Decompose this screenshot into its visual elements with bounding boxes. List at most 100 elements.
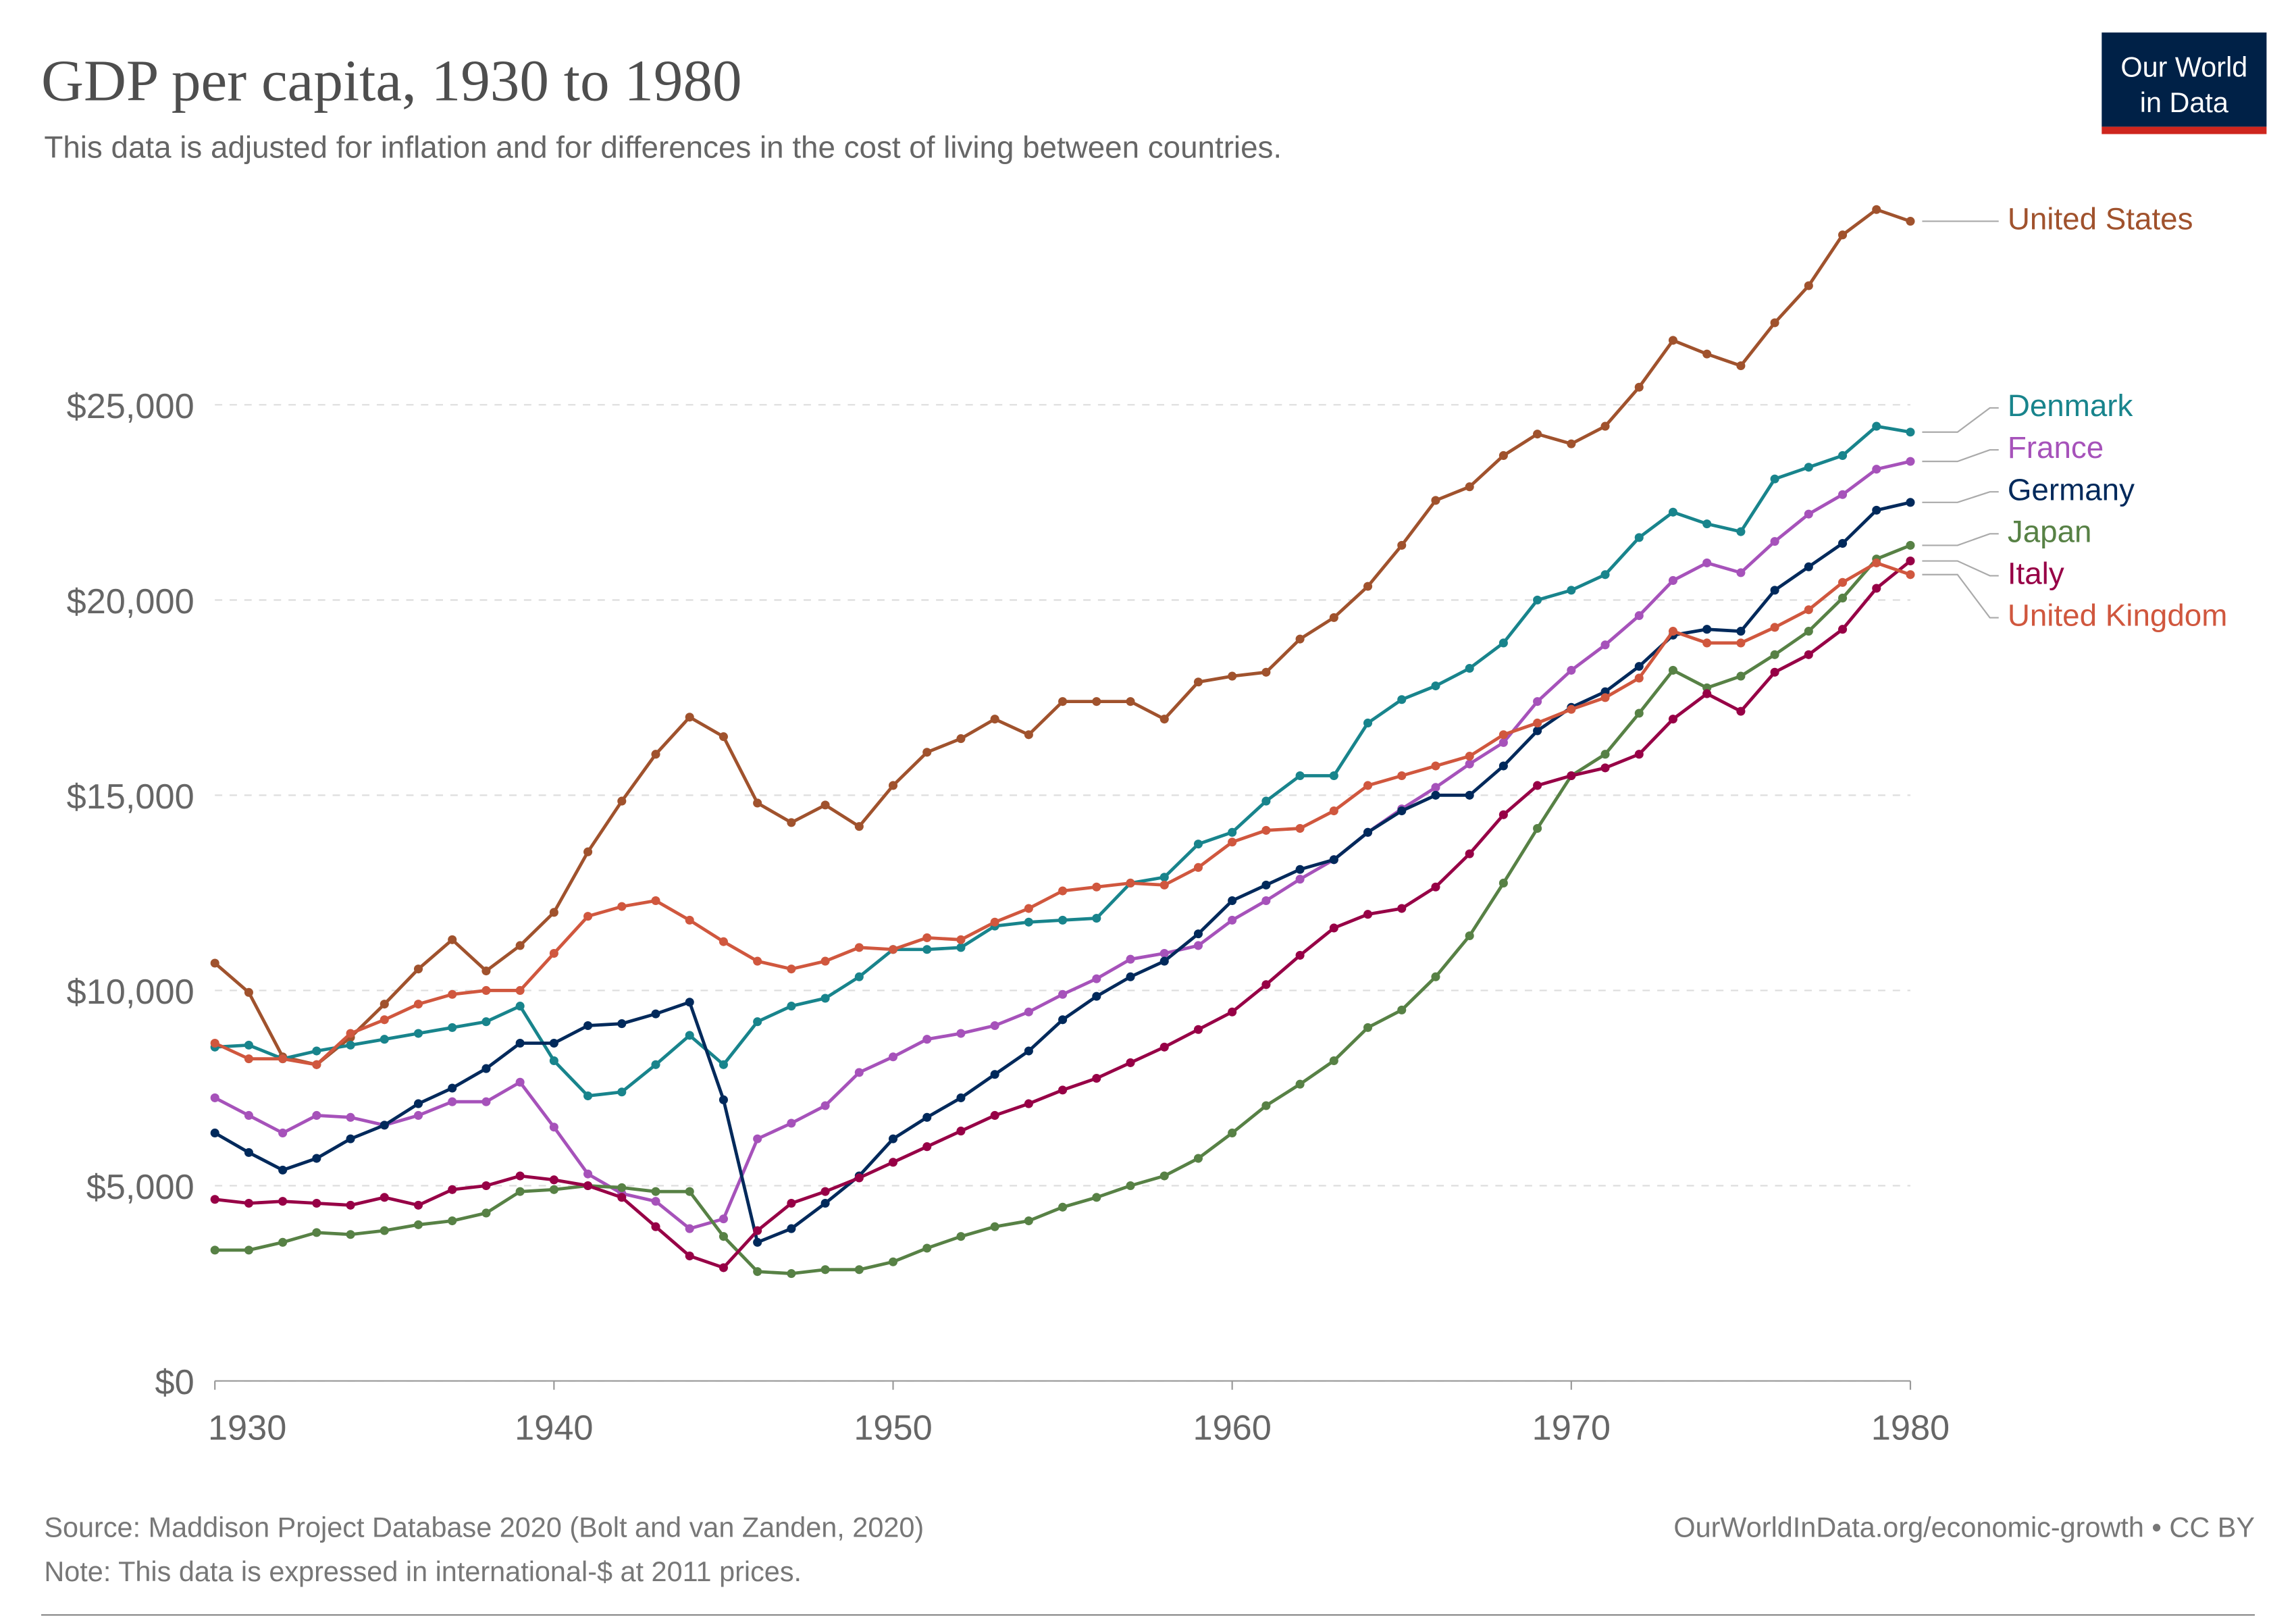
data-point [1159,1171,1169,1181]
data-point [1092,1193,1101,1202]
data-point [1600,421,1610,431]
data-point [719,1060,728,1069]
data-point [1058,886,1068,896]
data-point [346,1230,355,1239]
y-tick-label: $15,000 [67,777,194,817]
data-point [380,1015,389,1025]
data-point [1159,1042,1169,1052]
data-point [481,985,491,995]
data-point [1295,875,1305,884]
data-point [448,1083,457,1093]
series-line [214,500,1911,1245]
data-point [1465,849,1474,858]
data-point [278,1054,288,1064]
data-point [1838,625,1848,634]
data-point [346,1040,355,1050]
data-point [685,1031,694,1040]
data-point [583,1181,593,1191]
data-point [685,1224,694,1233]
data-point [651,750,660,759]
x-tick-label: 1940 [515,1409,593,1448]
data-point [1397,806,1407,816]
data-point [1498,810,1508,819]
data-point [1092,697,1101,706]
data-point [1295,771,1305,781]
data-point [854,943,864,952]
data-point [1465,790,1474,800]
data-point [753,1017,762,1027]
data-point [1533,718,1542,727]
data-point [1363,718,1373,727]
y-tick-label: $20,000 [67,582,194,621]
data-point [1261,667,1271,677]
data-point [1533,781,1542,790]
data-point [278,1128,288,1137]
data-point [481,1097,491,1106]
note: Note: This data is expressed in internat… [44,1556,802,1587]
data-point [1431,882,1440,892]
data-point [854,822,864,831]
data-point [1804,650,1813,659]
data-point [210,1195,219,1204]
data-point [1838,538,1848,548]
data-point [1092,992,1101,1001]
data-point [651,1197,660,1206]
data-point [413,1000,423,1009]
data-point [1736,706,1746,716]
data-point [888,1257,898,1266]
data-point [1634,662,1644,671]
series [210,205,1915,1069]
data-point [787,1002,796,1011]
data-point [1465,482,1474,492]
data-point [1024,1216,1033,1226]
data-point [956,935,966,944]
data-point [1024,917,1033,927]
data-point [1906,217,1915,226]
data-point [1329,1056,1338,1066]
x-tick-label: 1960 [1193,1409,1271,1448]
data-point [685,1187,694,1196]
data-point [1770,667,1779,677]
data-point [1906,570,1915,580]
data-point [1193,863,1203,872]
data-point [583,912,593,921]
data-point [753,1226,762,1235]
data-point [448,1097,457,1106]
data-point [312,1198,321,1208]
data-point [1295,634,1305,644]
data-point [990,1070,999,1079]
data-point [956,1232,966,1241]
logo-bar [2102,126,2267,134]
series-label: United Kingdom [2008,598,2228,633]
data-point [244,987,253,997]
data-point [990,1110,999,1120]
data-point [1126,697,1135,706]
data-point [888,945,898,954]
data-point [1498,730,1508,740]
data-point [1397,771,1407,781]
data-point [888,1158,898,1167]
data-point [1159,956,1169,966]
data-point [922,1112,932,1122]
data-point [1906,428,1915,437]
data-point [1634,382,1644,392]
data-point [515,1038,525,1048]
label-connector [1922,491,1999,503]
data-point [583,1169,593,1179]
data-point [312,1060,321,1069]
data-point [413,964,423,974]
data-point [1770,650,1779,659]
data-point [651,1060,660,1069]
data-point [1159,948,1169,958]
data-point [515,1171,525,1181]
data-point [820,956,830,966]
data-point [719,1214,728,1224]
data-point [1634,673,1644,683]
series-line [214,459,1911,1231]
data-point [990,917,999,927]
data-point [312,1154,321,1163]
data-point [1397,904,1407,913]
data-point [1634,709,1644,718]
data-point [1838,230,1848,240]
data-point [1804,509,1813,519]
